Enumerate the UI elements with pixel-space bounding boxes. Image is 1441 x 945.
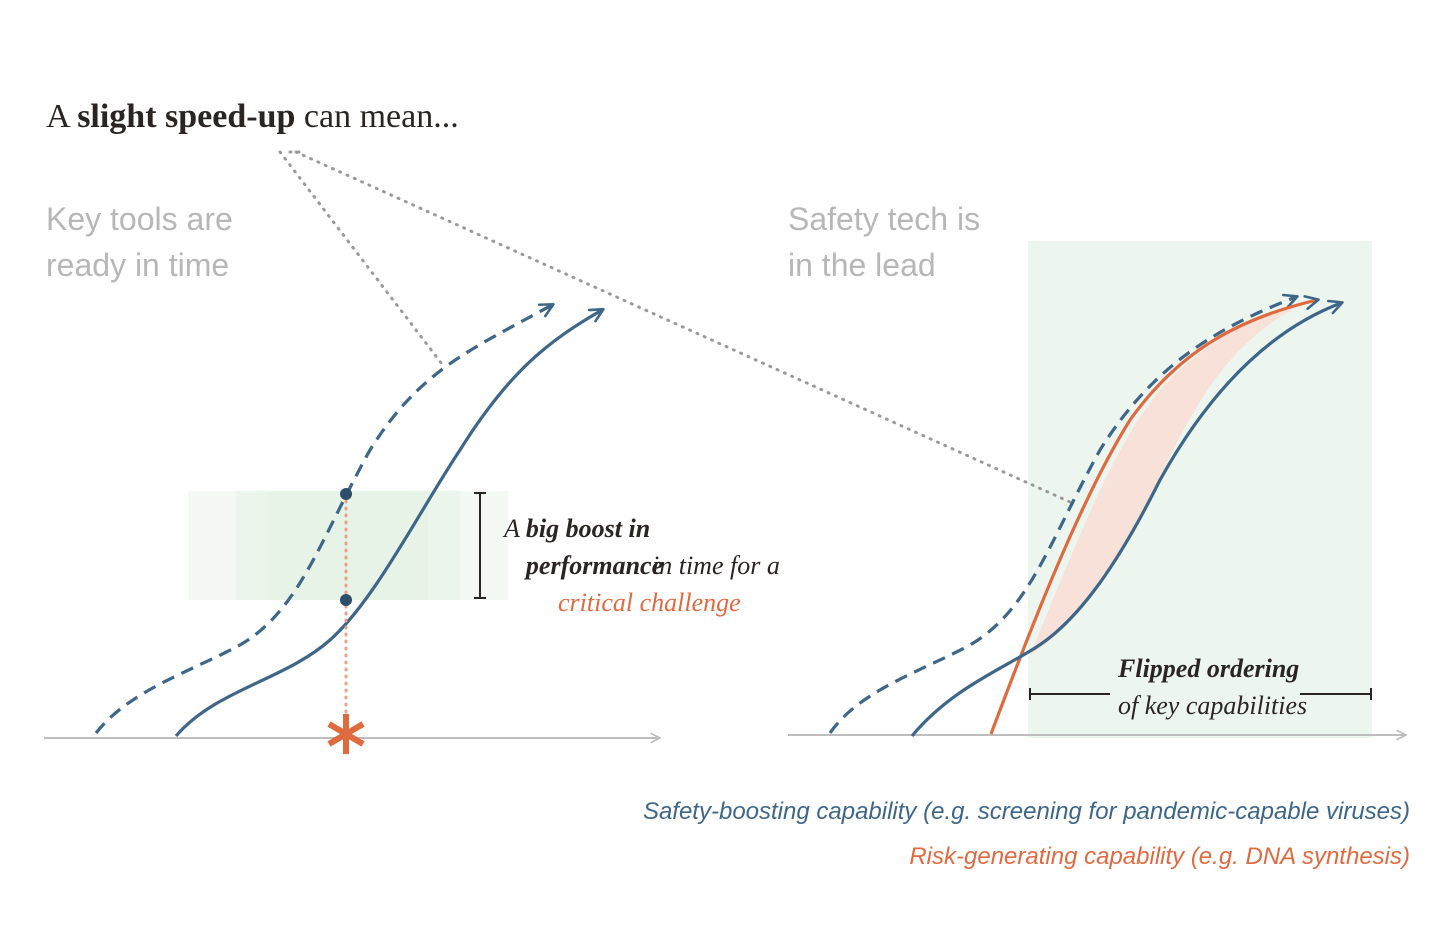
left-panel-title: Key tools are ready in time (46, 196, 233, 288)
left-annot-bold: big boost in performance (525, 514, 664, 580)
headline-prefix: A (46, 98, 69, 135)
left-annot-tail: in time for a (652, 547, 782, 584)
left-annot-part2: in time for a (652, 551, 780, 580)
critical-challenge-asterisk-icon (327, 714, 365, 754)
headline: A slight speed-up can mean... (46, 98, 459, 136)
left-annot-risk-phrase: critical challenge (558, 588, 741, 617)
left-bracket (474, 492, 486, 599)
headline-bold: slight speed-up (77, 98, 296, 135)
right-risk-curve (989, 295, 1320, 735)
right-title-line2: in the lead (788, 247, 936, 283)
right-annot-sub: of key capabilities (1118, 691, 1308, 720)
right-annotation: Flipped ordering (1118, 650, 1299, 687)
right-safety-solid-curve (910, 299, 1344, 738)
right-panel-title: Safety tech is in the lead (788, 196, 980, 288)
flipped-gap-shading (1030, 298, 1315, 655)
left-annot-risk-line: critical challenge (558, 584, 741, 621)
left-highlight-band (188, 491, 508, 600)
left-title-line2: ready in time (46, 247, 230, 283)
right-bracket (1029, 688, 1372, 700)
right-title-line1: Safety tech is (788, 201, 981, 237)
headline-suffix: can mean... (303, 98, 459, 135)
legend-risk: Risk-generating capability (e.g. DNA syn… (909, 843, 1410, 870)
right-annot-bold: Flipped ordering (1118, 654, 1300, 683)
left-point-upper (340, 488, 352, 500)
connector-right (294, 150, 1072, 504)
right-highlight-region (1028, 241, 1372, 738)
left-safety-dashed-curve (94, 302, 555, 734)
left-annot-part1: A (504, 514, 520, 543)
connector-left (278, 150, 447, 370)
right-safety-dashed-curve (828, 293, 1299, 734)
legend-safety: Safety-boosting capability (e.g. screeni… (642, 798, 1410, 825)
left-safety-solid-curve (174, 307, 605, 738)
left-title-line1: Key tools are (46, 201, 233, 237)
left-annotation: A big boost in performance (504, 510, 756, 584)
right-annotation-sub: of key capabilities (1118, 687, 1307, 724)
left-point-lower (340, 594, 352, 606)
